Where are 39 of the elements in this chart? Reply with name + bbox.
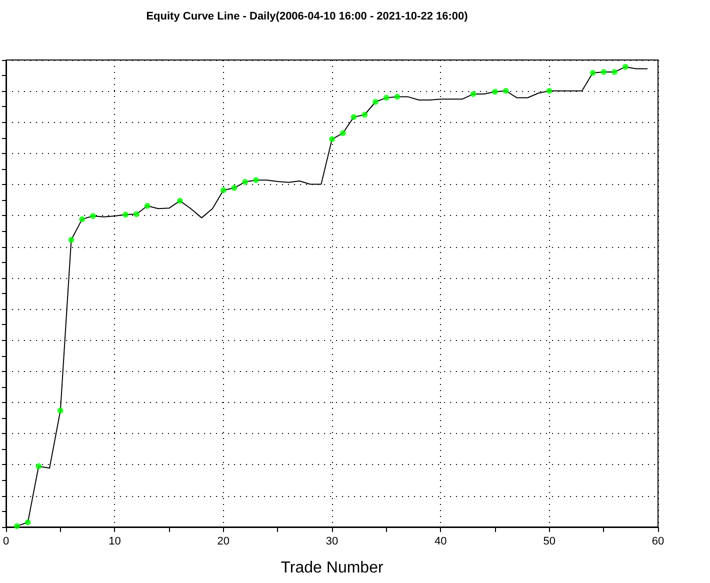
point [133, 211, 140, 218]
point [394, 94, 400, 100]
point [252, 177, 259, 184]
x-tick-label: 10 [108, 536, 121, 548]
point [36, 463, 42, 470]
point [612, 68, 618, 75]
point [122, 212, 129, 218]
point [242, 178, 248, 185]
point [79, 216, 86, 222]
point [144, 202, 150, 209]
point [90, 212, 96, 219]
point [362, 112, 368, 118]
point [383, 94, 390, 101]
x-tick-label: 0 [2, 536, 10, 548]
point [24, 519, 31, 526]
point [502, 88, 509, 94]
x-tick-label: 40 [434, 536, 447, 548]
point [590, 70, 596, 76]
point [492, 88, 498, 95]
point [622, 64, 628, 70]
point [372, 98, 378, 105]
point [470, 91, 476, 98]
point [546, 88, 552, 94]
point [350, 114, 357, 120]
point [220, 187, 226, 194]
x-tick-label: 20 [217, 536, 230, 548]
point [68, 236, 74, 243]
point [329, 136, 336, 142]
point [340, 130, 346, 136]
point [231, 184, 238, 191]
point [57, 408, 64, 414]
x-axis-title: Trade Number [280, 560, 384, 576]
point [14, 523, 20, 530]
point [176, 198, 183, 204]
x-tick-label: 50 [543, 536, 556, 548]
point [600, 68, 607, 75]
chart-title: Equity Curve Line - Daily(2006-04-10 16:00 - 2021-10-22 16:00) [146, 10, 468, 22]
x-tick-label: 60 [652, 536, 664, 548]
x-tick-label: 30 [326, 536, 338, 548]
